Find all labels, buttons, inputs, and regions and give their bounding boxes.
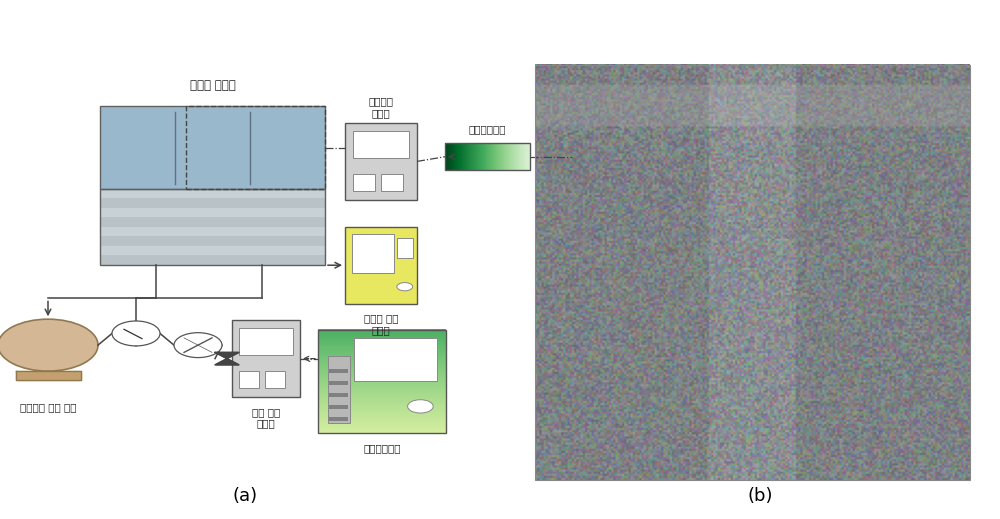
Bar (397, 238, 413, 257)
Circle shape (112, 321, 160, 346)
Circle shape (174, 333, 222, 358)
Polygon shape (16, 371, 80, 380)
Bar (354, 338, 437, 381)
Bar (352, 235, 394, 273)
Bar (239, 371, 259, 388)
Bar (329, 417, 348, 421)
Bar (345, 227, 417, 304)
Bar (100, 208, 325, 217)
Bar (329, 393, 348, 397)
Bar (329, 405, 348, 409)
Bar (353, 131, 409, 158)
Bar (353, 174, 375, 190)
Text: 주입 오존
측정기: 주입 오존 측정기 (252, 407, 280, 429)
Bar (100, 189, 325, 198)
Bar (328, 356, 350, 423)
Bar (329, 381, 348, 385)
Bar (100, 236, 325, 245)
Bar (100, 255, 325, 265)
Text: (a): (a) (232, 487, 258, 504)
Text: 오존발생장치: 오존발생장치 (363, 443, 401, 453)
Bar (100, 198, 325, 208)
Bar (232, 320, 300, 397)
Text: 나노기포 생성 펌프: 나노기포 생성 펌프 (20, 402, 76, 413)
Bar (100, 189, 325, 265)
Text: (b): (b) (747, 487, 773, 504)
Bar (535, 65, 970, 480)
Bar (186, 106, 325, 189)
Bar (265, 371, 285, 388)
Circle shape (0, 319, 98, 371)
Bar (318, 330, 446, 433)
Circle shape (408, 400, 433, 413)
Text: 초음파 반응조: 초음파 반응조 (190, 79, 235, 92)
Bar (100, 217, 325, 227)
Bar (381, 174, 403, 190)
Bar (100, 106, 325, 189)
Bar (239, 328, 293, 355)
Bar (100, 227, 325, 236)
Text: 반응조 오존
측정기: 반응조 오존 측정기 (364, 313, 398, 335)
Bar (445, 143, 530, 170)
Circle shape (397, 283, 413, 291)
Bar (345, 123, 417, 200)
Polygon shape (215, 352, 239, 365)
Text: 배출오존
측정기: 배출오존 측정기 (368, 97, 393, 118)
Bar (329, 369, 348, 373)
Text: 오존제거장치: 오존제거장치 (469, 124, 506, 134)
Bar (100, 245, 325, 255)
